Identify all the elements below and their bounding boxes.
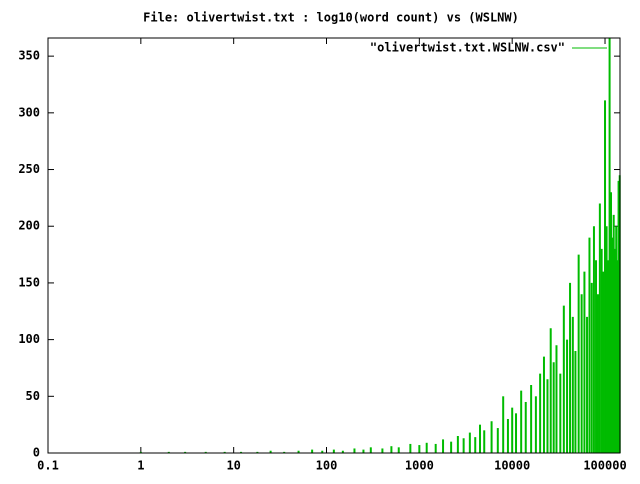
x-tick-label: 10 <box>226 459 240 473</box>
y-tick-label: 150 <box>18 275 40 289</box>
x-tick-label: 1 <box>137 459 144 473</box>
y-tick-label: 350 <box>18 49 40 63</box>
x-tick-label: 10000 <box>494 459 530 473</box>
y-tick-label: 300 <box>18 105 40 119</box>
plot-border <box>47 37 621 454</box>
x-tick-label: 100000 <box>583 459 626 473</box>
x-tick-label: 1000 <box>405 459 434 473</box>
x-tick-label: 100 <box>316 459 338 473</box>
chart-title: File: olivertwist.txt : log10(word count… <box>143 11 519 25</box>
y-tick-label: 200 <box>18 219 40 233</box>
y-tick-label: 100 <box>18 332 40 346</box>
x-tick-label: 0.1 <box>37 459 59 473</box>
y-tick-label: 250 <box>18 162 40 176</box>
legend-label: "olivertwist.txt.WSLNW.csv" <box>370 41 565 55</box>
y-tick-label: 50 <box>26 389 40 403</box>
y-tick-label: 0 <box>33 446 40 460</box>
